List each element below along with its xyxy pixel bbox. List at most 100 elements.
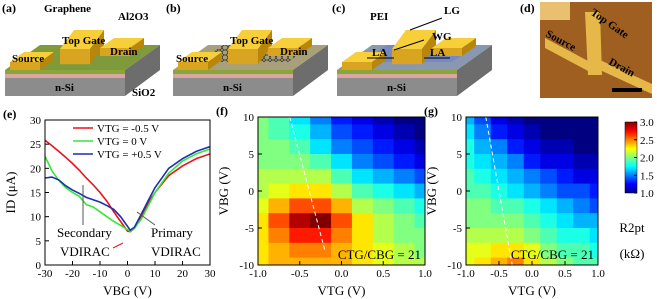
heatmap-cell [351, 257, 374, 265]
heatmap-cell [523, 198, 541, 214]
legend-label: VTG = 0 V [97, 136, 147, 148]
heatmap-cell [466, 198, 475, 214]
y-tick-label: 0 [36, 260, 42, 272]
device-label: Source [12, 53, 44, 65]
heatmap-cell [466, 228, 475, 244]
heatmap-cell [258, 117, 269, 125]
heatmap-cell [414, 154, 425, 170]
heatmap-cell [351, 117, 374, 125]
y-tick-label: 30 [30, 115, 42, 127]
heatmap-cell [351, 154, 374, 170]
heatmap-cell [507, 183, 525, 199]
heatmap-cell [556, 242, 574, 259]
heatmap-cell [393, 213, 416, 229]
heatmap-cell [523, 242, 541, 259]
heatmap-cell [351, 213, 374, 229]
heatmap-cell [474, 168, 492, 185]
panel-label: (c) [332, 1, 345, 15]
heatmap-cell [556, 198, 574, 214]
y-axis-label: VBG (V) [216, 167, 231, 216]
heatmap-cell [507, 139, 525, 155]
heatmap-cell [556, 124, 574, 140]
heatmap-cell [507, 198, 525, 214]
y-tick-label: -10 [239, 260, 254, 272]
legend-label: VTG = +0.5 V [97, 149, 162, 161]
heatmap-cell [414, 117, 425, 125]
x-axis-label: VTG (V) [317, 283, 365, 298]
heatmap-cell [466, 168, 475, 185]
device-label: n-Si [55, 82, 74, 94]
heatmap-cell [289, 117, 311, 125]
heatmap-cell [268, 213, 290, 229]
heatmap-cell [393, 257, 416, 265]
heatmap-cell [474, 228, 492, 244]
heatmap-cell [310, 117, 332, 125]
x-tick-label: 0 [125, 268, 131, 280]
colorbar-label: R2pt [619, 220, 645, 235]
heatmap-cell [289, 168, 311, 185]
heatmap-cell [573, 154, 591, 170]
heatmap-cell [331, 117, 353, 125]
heatmap-cell [268, 168, 290, 185]
heatmap-cell [573, 117, 591, 125]
heatmap-cell [331, 213, 353, 229]
data-line [44, 145, 211, 232]
heatmap-cell [556, 139, 574, 155]
annotation: Primary [151, 225, 193, 240]
heatmap-cell [310, 183, 332, 199]
heatmap-cell [268, 139, 290, 155]
heatmap-cell [507, 168, 525, 185]
heatmap-cell [258, 139, 269, 155]
heatmap-cell [289, 213, 311, 229]
heatmap-cell [490, 242, 508, 259]
heatmap-cell [490, 168, 508, 185]
heatmap-cell [414, 257, 425, 265]
heatmap-cell [589, 117, 598, 125]
guide-line [289, 116, 326, 251]
heatmap-cell [474, 117, 492, 125]
device-label: Al2O3 [118, 11, 149, 23]
heatmap-cell [573, 124, 591, 140]
device-label: Graphene [44, 3, 91, 15]
colorbar-tick-label: 1.0 [640, 188, 654, 200]
heatmap-cell [351, 139, 374, 155]
heatmap-cell [589, 183, 598, 199]
device-label: WG [432, 31, 452, 43]
x-tick-label: -10 [93, 268, 108, 280]
heatmap-cell [414, 228, 425, 244]
plot-frame [44, 119, 211, 266]
heatmap-cell [258, 228, 269, 244]
heatmap-cell [414, 124, 425, 140]
heatmap-cell [507, 213, 525, 229]
heatmap-cell [556, 213, 574, 229]
heatmap-cell [490, 117, 508, 125]
heatmap-cell [372, 228, 395, 244]
y-tick-label: 10 [451, 112, 463, 124]
heatmap-cell [466, 139, 475, 155]
x-tick-label: -30 [38, 268, 53, 280]
panel-label: (b) [166, 1, 181, 15]
heatmap-cell [474, 257, 492, 265]
device-label: SiO2 [132, 87, 156, 99]
y-tick-label: 15 [30, 188, 42, 200]
y-axis-label: VBG (V) [424, 167, 439, 216]
x-tick-label: 0.5 [376, 268, 390, 280]
x-tick-label: -1.0 [457, 268, 475, 280]
heatmap-cell [289, 139, 311, 155]
heatmap-cell [466, 154, 475, 170]
chart: CTG/CBG = 21 -1.0 -0.5 0.0 0.5 1.0 -10 -5 0 5 10 VT… [216, 104, 432, 298]
panel-label: (f) [216, 104, 228, 118]
heatmap-cell [310, 257, 332, 265]
x-tick-label: -1.0 [249, 268, 267, 280]
heatmap-cell [258, 257, 269, 265]
heatmap-cell [289, 228, 311, 244]
y-tick-label: 25 [30, 139, 42, 151]
heatmap-cell [474, 213, 492, 229]
annotation: VDIRAC [151, 244, 201, 259]
heatmap-cell [540, 242, 558, 259]
heatmap-cell [393, 139, 416, 155]
heatmap-cell [258, 198, 269, 214]
heatmap-cell [589, 154, 598, 170]
heatmap-cell [351, 198, 374, 214]
